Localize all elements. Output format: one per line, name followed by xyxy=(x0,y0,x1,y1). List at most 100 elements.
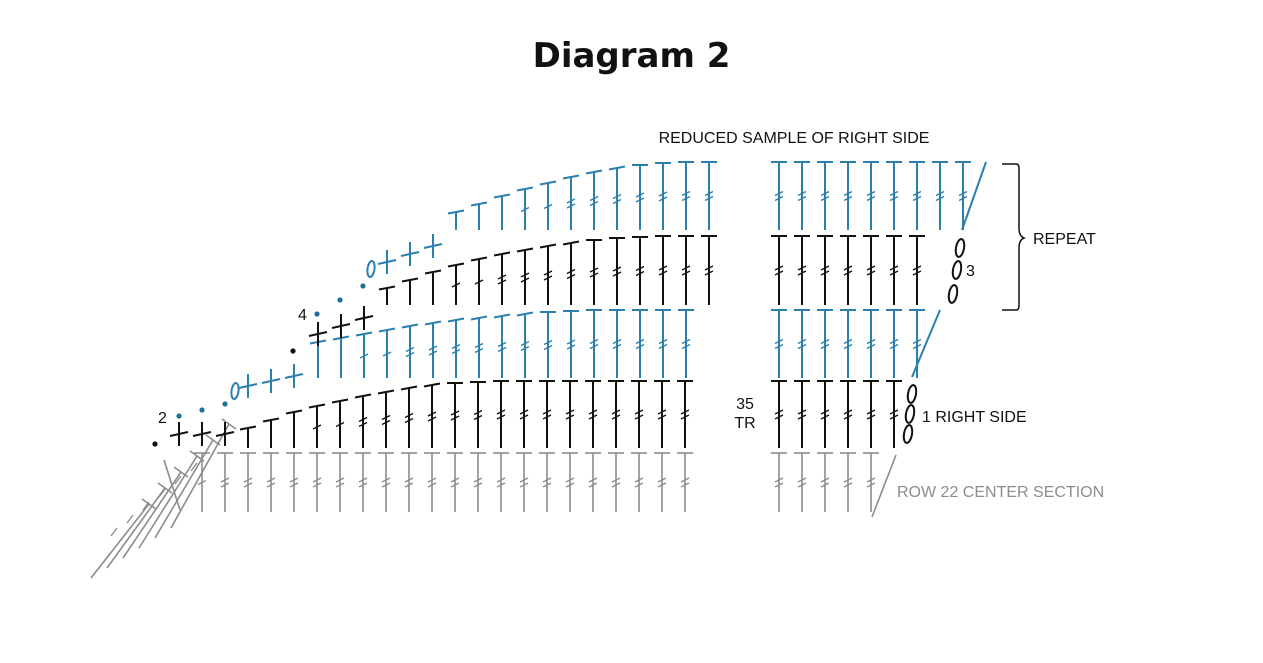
treble-stitch xyxy=(655,309,671,378)
treble-stitch xyxy=(817,235,833,305)
single-crochet-stitch xyxy=(192,422,212,446)
treble-stitch xyxy=(909,235,925,305)
treble-stitch xyxy=(794,309,810,378)
single-crochet-stitch xyxy=(169,422,189,446)
gray-stitch xyxy=(562,452,578,512)
treble-stitch xyxy=(608,165,626,230)
treble-stitch xyxy=(655,235,671,305)
gray-stitch xyxy=(309,452,325,512)
treble-stitch xyxy=(378,285,396,305)
gray-stitch xyxy=(470,452,486,512)
treble-stitch xyxy=(539,243,557,305)
treble-stitch xyxy=(909,309,925,378)
gray-edge-line xyxy=(163,459,181,511)
chain-loop xyxy=(904,404,916,424)
treble-stitch xyxy=(239,425,257,448)
treble-stitch xyxy=(678,161,694,230)
gray-stitch xyxy=(332,452,348,512)
reduced-sample-label: REDUCED SAMPLE OF RIGHT SIDE xyxy=(659,130,930,147)
treble-stitch xyxy=(470,381,486,448)
single-crochet-stitch xyxy=(284,364,304,388)
gray-stitch xyxy=(493,452,509,512)
treble-stitch xyxy=(493,193,511,230)
slip-stitch-dot xyxy=(152,441,158,447)
row-4-stitches xyxy=(377,161,987,274)
treble-stitch xyxy=(654,380,670,448)
treble-stitch xyxy=(678,309,694,378)
treble-stitch xyxy=(863,380,879,448)
treble-stitch xyxy=(562,380,578,448)
single-crochet-stitch xyxy=(331,314,351,338)
treble-stitch xyxy=(701,235,717,305)
treble-stitch xyxy=(817,161,833,230)
gray-stitch xyxy=(771,452,787,512)
diagram-title: Diagram 2 xyxy=(532,36,731,76)
treble-stitch xyxy=(447,209,465,230)
treble-stitch xyxy=(817,309,833,378)
treble-stitch xyxy=(886,309,902,378)
gray-stitch xyxy=(677,452,693,512)
treble-stitch xyxy=(562,240,580,305)
treble-stitch xyxy=(863,235,879,305)
treble-stitch xyxy=(331,398,349,448)
treble-stitch xyxy=(424,269,442,305)
treble-stitch xyxy=(262,417,280,448)
treble-stitch xyxy=(540,311,556,378)
treble-stitch xyxy=(632,236,648,305)
treble-stitch xyxy=(955,161,971,230)
chain-loop xyxy=(902,424,914,444)
treble-stitch xyxy=(378,327,396,378)
chain-loop xyxy=(951,260,963,280)
treble-stitch xyxy=(608,380,624,448)
gray-slanted-stitch xyxy=(90,498,157,579)
treble-stitch xyxy=(840,309,856,378)
treble-stitch xyxy=(771,161,787,230)
slip-stitch-dot xyxy=(290,348,296,354)
gray-stitch xyxy=(516,452,532,512)
treble-stitch xyxy=(771,235,787,305)
treble-stitch xyxy=(493,251,511,305)
treble-stitch xyxy=(332,335,350,378)
row-1-stitches xyxy=(169,380,902,448)
row-4-label: 4 xyxy=(298,307,307,324)
gray-stitch xyxy=(863,452,879,512)
treble-stitch xyxy=(401,323,419,378)
chain-loop xyxy=(230,382,240,400)
gray-edge-line xyxy=(871,454,897,518)
treble-stitch xyxy=(377,389,395,448)
treble-stitch xyxy=(354,393,372,448)
gray-stitch xyxy=(240,452,256,512)
chain-loop xyxy=(366,260,376,278)
row-22-label: ROW 22 CENTER SECTION xyxy=(897,484,1104,501)
treble-stitch xyxy=(563,310,579,378)
treble-stitch xyxy=(539,180,557,230)
row-3-stitches xyxy=(308,235,925,346)
treble-stitch xyxy=(677,380,693,448)
treble-stitch xyxy=(701,161,717,230)
repeat-bracket xyxy=(1002,163,1027,311)
treble-stitch xyxy=(400,385,418,448)
stitch-count-number: 35 xyxy=(736,396,754,413)
treble-stitch xyxy=(562,174,580,230)
treble-stitch xyxy=(886,161,902,230)
slip-stitch-dot xyxy=(222,401,228,407)
blue-edge-line xyxy=(911,309,941,378)
gray-slanted-stitch xyxy=(154,434,221,539)
treble-stitch xyxy=(840,380,856,448)
stitch-count-unit: TR xyxy=(734,415,755,432)
row-1-label: 1 RIGHT SIDE xyxy=(922,409,1027,426)
treble-stitch xyxy=(493,380,509,448)
row-2-stitches xyxy=(238,309,941,398)
treble-stitch xyxy=(401,277,419,305)
treble-stitch xyxy=(609,237,625,305)
treble-stitch xyxy=(771,309,787,378)
treble-stitch xyxy=(447,317,465,378)
treble-stitch xyxy=(863,309,879,378)
gray-stitch xyxy=(401,452,417,512)
single-crochet-stitch xyxy=(423,234,443,258)
treble-stitch xyxy=(678,235,694,305)
slip-stitch-dot xyxy=(360,283,366,289)
treble-stitch xyxy=(470,201,488,230)
slip-stitch-dot xyxy=(199,407,205,413)
